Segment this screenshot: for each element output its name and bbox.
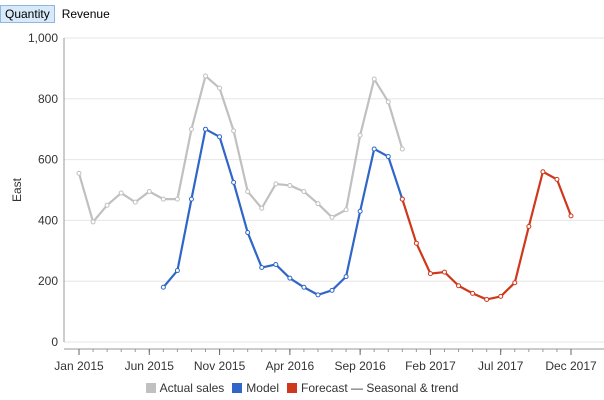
data-point-model bbox=[273, 261, 279, 267]
x-axis: Jan 2015 Jun 2015 Nov 2015 Apr 2016 Sep 2016… bbox=[54, 348, 604, 373]
data-point-actual-sales bbox=[76, 170, 82, 176]
data-point-model bbox=[259, 265, 265, 271]
x-tick-label: Sep 2016 bbox=[334, 359, 386, 373]
series-line-model bbox=[162, 128, 404, 296]
data-point-actual-sales bbox=[132, 199, 138, 205]
legend-swatch bbox=[145, 383, 156, 393]
data-point-forecast-seasonal-trend bbox=[399, 196, 405, 202]
x-tick-label: Jan 2015 bbox=[54, 359, 104, 373]
legend-item[interactable]: Actual sales bbox=[145, 380, 225, 396]
sales-line-chart: 0 200 400 600 800 1,000 Jan 2015 Jun 2015 Nov 2… bbox=[10, 31, 604, 373]
data-point-actual-sales bbox=[188, 126, 194, 132]
data-point-forecast-seasonal-trend bbox=[456, 283, 462, 289]
data-point-model bbox=[301, 284, 307, 290]
data-point-actual-sales bbox=[104, 202, 110, 208]
x-tick-label: Dec 2017 bbox=[545, 359, 597, 373]
data-point-actual-sales bbox=[329, 214, 335, 220]
data-point-model bbox=[357, 208, 363, 214]
data-point-actual-sales bbox=[146, 189, 152, 195]
y-tick-label: 400 bbox=[38, 213, 58, 227]
data-point-actual-sales bbox=[371, 76, 377, 82]
data-point-forecast-seasonal-trend bbox=[512, 280, 518, 286]
data-point-forecast-seasonal-trend bbox=[568, 213, 574, 219]
legend-label: Actual sales bbox=[159, 381, 225, 395]
data-point-model bbox=[245, 230, 251, 236]
series-line-forecast-seasonal-trend bbox=[401, 170, 573, 301]
y-tick-label: 800 bbox=[38, 92, 58, 106]
grid bbox=[64, 37, 604, 343]
data-point-actual-sales bbox=[357, 132, 363, 138]
series-line-actual-sales bbox=[77, 74, 404, 224]
legend-swatch bbox=[232, 383, 243, 393]
legend-item[interactable]: Forecast — Seasonal & trend bbox=[286, 380, 459, 396]
y-tick-label: 0 bbox=[51, 335, 58, 349]
data-point-forecast-seasonal-trend bbox=[498, 293, 504, 299]
legend-label: Model bbox=[246, 381, 279, 395]
data-point-model bbox=[188, 196, 194, 202]
data-point-model bbox=[385, 154, 391, 160]
legend-label: Forecast — Seasonal & trend bbox=[300, 381, 459, 395]
data-point-actual-sales bbox=[217, 85, 223, 91]
series-group bbox=[76, 73, 574, 302]
data-point-forecast-seasonal-trend bbox=[484, 296, 490, 302]
data-point-model bbox=[203, 126, 209, 132]
data-point-actual-sales bbox=[90, 219, 96, 225]
data-point-actual-sales bbox=[343, 207, 349, 213]
data-point-actual-sales bbox=[301, 189, 307, 195]
data-point-actual-sales bbox=[385, 99, 391, 105]
legend: Actual sales Model Forecast — Seasonal & t… bbox=[0, 380, 604, 396]
data-point-model bbox=[315, 292, 321, 298]
data-point-actual-sales bbox=[174, 196, 180, 202]
data-point-actual-sales bbox=[245, 189, 251, 195]
x-tick-label: Nov 2015 bbox=[194, 359, 246, 373]
tab-quantity[interactable]: Quantity bbox=[0, 5, 55, 23]
legend-swatch bbox=[286, 383, 297, 393]
data-point-forecast-seasonal-trend bbox=[554, 176, 560, 182]
legend-item[interactable]: Model bbox=[232, 380, 279, 396]
data-point-model bbox=[371, 146, 377, 152]
data-point-actual-sales bbox=[315, 201, 321, 207]
y-tick-label: 1,000 bbox=[28, 31, 58, 45]
x-tick-label: Feb 2017 bbox=[405, 359, 456, 373]
measure-tabs: Quantity Revenue bbox=[0, 5, 117, 23]
x-tick-label: Apr 2016 bbox=[266, 359, 315, 373]
x-tick-label: Jun 2015 bbox=[125, 359, 175, 373]
data-point-forecast-seasonal-trend bbox=[540, 169, 546, 175]
data-point-actual-sales bbox=[160, 196, 166, 202]
data-point-model bbox=[231, 179, 237, 185]
data-point-actual-sales bbox=[231, 128, 237, 134]
data-point-actual-sales bbox=[259, 205, 265, 211]
data-point-forecast-seasonal-trend bbox=[526, 223, 532, 229]
data-point-actual-sales bbox=[399, 146, 405, 152]
data-point-model bbox=[343, 274, 349, 280]
data-point-forecast-seasonal-trend bbox=[413, 240, 419, 246]
tab-revenue[interactable]: Revenue bbox=[61, 7, 110, 21]
data-point-actual-sales bbox=[118, 190, 124, 196]
y-axis: 0 200 400 600 800 1,000 bbox=[28, 31, 65, 349]
data-point-model bbox=[287, 275, 293, 281]
data-point-forecast-seasonal-trend bbox=[427, 271, 433, 277]
data-point-forecast-seasonal-trend bbox=[470, 290, 476, 296]
y-axis-label: East bbox=[10, 177, 24, 202]
data-point-model bbox=[217, 134, 223, 140]
data-point-actual-sales bbox=[273, 181, 279, 187]
data-point-model bbox=[329, 287, 335, 293]
y-tick-label: 600 bbox=[38, 153, 58, 167]
data-point-actual-sales bbox=[287, 182, 293, 188]
data-point-model bbox=[160, 284, 166, 290]
data-point-model bbox=[174, 268, 180, 274]
data-point-actual-sales bbox=[203, 73, 209, 79]
data-point-forecast-seasonal-trend bbox=[441, 269, 447, 275]
x-tick-label: Jul 2017 bbox=[478, 359, 524, 373]
y-tick-label: 200 bbox=[38, 274, 58, 288]
